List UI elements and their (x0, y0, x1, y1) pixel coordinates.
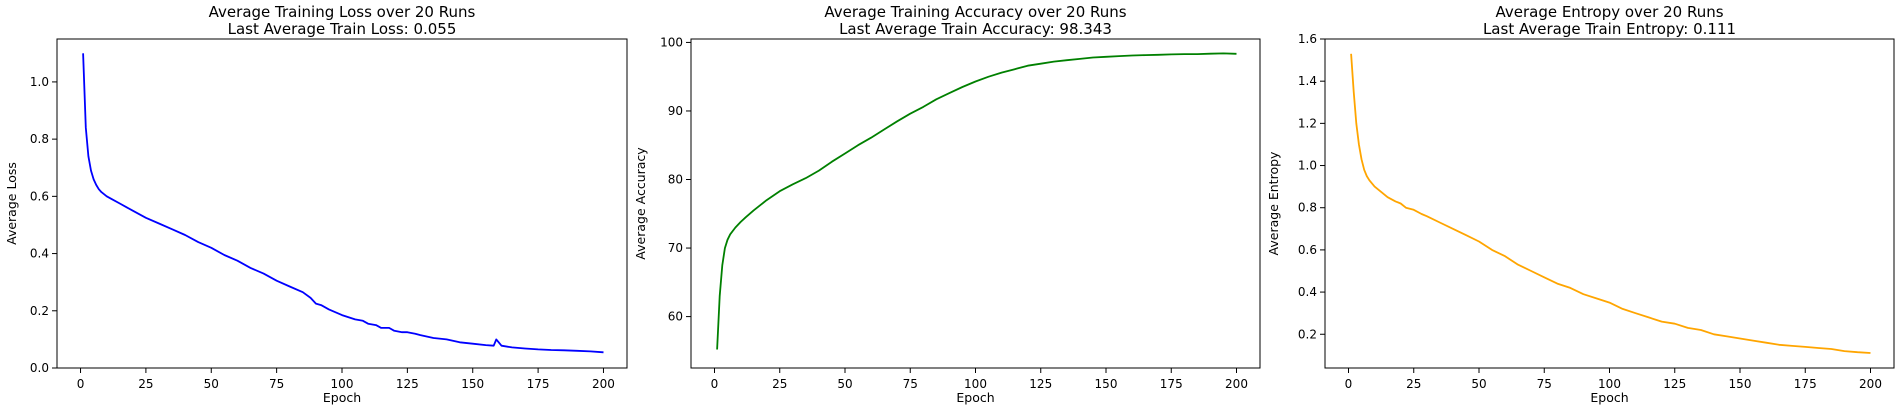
y-tick-label: 80 (668, 173, 683, 187)
y-tick-label: 1.6 (1298, 32, 1317, 46)
y-tick-label: 0.6 (1298, 243, 1317, 257)
x-axis-label: Epoch (1590, 390, 1628, 405)
x-tick-label: 200 (1225, 377, 1248, 391)
x-tick-label: 125 (396, 377, 419, 391)
x-tick-label: 175 (527, 377, 550, 391)
chart-title: Average Training Loss over 20 Runs (209, 3, 476, 21)
x-tick-label: 50 (837, 377, 852, 391)
x-tick-label: 200 (592, 377, 615, 391)
x-tick-label: 0 (711, 377, 719, 391)
y-tick-label: 1.2 (1298, 116, 1317, 130)
x-tick-label: 75 (903, 377, 918, 391)
chart-panel-accuracy: Average Training Accuracy over 20 RunsLa… (633, 3, 1261, 405)
y-tick-label: 0.0 (30, 361, 49, 375)
x-tick-label: 100 (331, 377, 354, 391)
y-tick-label: 0.4 (30, 247, 49, 261)
x-tick-label: 125 (1663, 377, 1686, 391)
y-tick-label: 0.2 (1298, 327, 1317, 341)
chart-title: Average Entropy over 20 Runs (1495, 3, 1723, 21)
x-tick-label: 75 (1537, 377, 1552, 391)
chart-subtitle: Last Average Train Loss: 0.055 (228, 20, 457, 38)
data-line (716, 52, 1237, 350)
y-tick-label: 0.8 (30, 132, 49, 146)
x-tick-label: 75 (269, 377, 284, 391)
x-tick-label: 175 (1794, 377, 1817, 391)
y-axis-label: Average Loss (4, 162, 19, 245)
x-tick-label: 0 (1345, 377, 1353, 391)
x-tick-label: 100 (1598, 377, 1621, 391)
y-tick-label: 1.4 (1298, 74, 1317, 88)
chart-title: Average Training Accuracy over 20 Runs (824, 3, 1126, 21)
y-tick-label: 70 (668, 241, 683, 255)
x-tick-label: 150 (461, 377, 484, 391)
x-tick-label: 0 (77, 377, 85, 391)
plot-frame (1324, 38, 1895, 369)
x-tick-label: 50 (1471, 377, 1486, 391)
data-line (1350, 53, 1871, 354)
x-axis-label: Epoch (956, 390, 994, 405)
chart-subtitle: Last Average Train Accuracy: 98.343 (839, 20, 1112, 38)
y-tick-label: 0.6 (30, 189, 49, 203)
x-tick-label: 25 (1406, 377, 1421, 391)
x-tick-label: 100 (964, 377, 987, 391)
plot-frame (56, 38, 628, 369)
x-tick-label: 125 (1029, 377, 1052, 391)
x-tick-label: 200 (1859, 377, 1882, 391)
x-tick-label: 150 (1729, 377, 1752, 391)
x-tick-label: 175 (1160, 377, 1183, 391)
y-tick-label: 1.0 (30, 75, 49, 89)
x-tick-label: 25 (138, 377, 153, 391)
y-tick-label: 100 (660, 35, 683, 49)
y-axis-label: Average Accuracy (633, 147, 648, 260)
x-axis-label: Epoch (323, 390, 361, 405)
y-tick-label: 1.0 (1298, 159, 1317, 173)
y-axis-label: Average Entropy (1266, 151, 1281, 255)
y-tick-label: 60 (668, 310, 683, 324)
y-tick-label: 0.2 (30, 304, 49, 318)
x-tick-label: 50 (204, 377, 219, 391)
y-tick-label: 0.8 (1298, 201, 1317, 215)
y-tick-label: 0.4 (1298, 285, 1317, 299)
x-tick-label: 150 (1095, 377, 1118, 391)
plot-frame (690, 38, 1261, 369)
y-tick-label: 90 (668, 104, 683, 118)
x-tick-label: 25 (772, 377, 787, 391)
data-line (82, 53, 604, 354)
chart-subtitle: Last Average Train Entropy: 0.111 (1483, 20, 1736, 38)
